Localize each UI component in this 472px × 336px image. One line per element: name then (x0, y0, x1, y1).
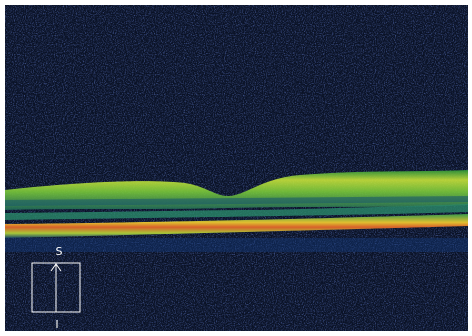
inferior-label: I (55, 318, 58, 331)
choroid (5, 238, 468, 252)
oct-scan: S I (0, 0, 472, 336)
superior-label: S (56, 245, 63, 258)
speckle-noise (5, 5, 468, 331)
page: S I (() => { const data = JSON.parse(doc… (0, 0, 472, 336)
